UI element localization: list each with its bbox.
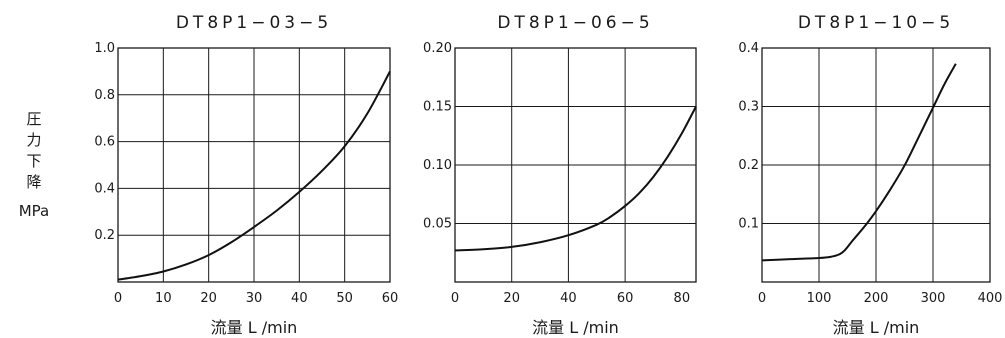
chart-dt8p1-10-5: DT8P1−10−5 0 100 200 300 400 0.1 0.2 0.3 0.4 流量 L …	[738, 13, 1002, 337]
y-tick-label: 0.15	[423, 100, 452, 115]
x-tick-label: 10	[155, 291, 172, 306]
plot-frame	[761, 47, 991, 283]
y-tick-label: 0.2	[738, 158, 759, 173]
x-tick-label: 400	[978, 291, 1003, 306]
ylabel-char: 力	[26, 131, 41, 149]
y-axis-label: 圧 力 下 降 MPa	[19, 110, 50, 220]
y-tick-label: 0.8	[94, 88, 115, 103]
x-tick-label: 40	[560, 291, 577, 306]
x-axis-label: 流量 L /min	[211, 318, 298, 337]
plot-frame	[117, 47, 391, 283]
x-tick-label: 0	[451, 291, 459, 306]
y-tick-label: 0.4	[94, 181, 115, 196]
ylabel-char: 下	[26, 152, 41, 170]
x-tick-label: 50	[336, 291, 353, 306]
x-tick-label: 40	[291, 291, 308, 306]
x-tick-label: 200	[864, 291, 889, 306]
x-tick-label: 100	[807, 291, 832, 306]
ylabel-char: 降	[26, 173, 41, 191]
x-tick-label: 20	[503, 291, 520, 306]
y-tick-label: 0.6	[94, 135, 115, 150]
y-tick-label: 0.2	[94, 228, 115, 243]
x-tick-label: 0	[758, 291, 766, 306]
x-tick-label: 0	[114, 291, 122, 306]
chart-title: DT8P1−06−5	[497, 13, 653, 33]
x-tick-label: 60	[617, 291, 634, 306]
y-tick-label: 0.4	[738, 41, 759, 56]
x-tick-label: 30	[246, 291, 263, 306]
pressure-drop-curve	[117, 70, 391, 281]
x-tick-label: 20	[200, 291, 217, 306]
x-axis-label: 流量 L /min	[532, 318, 619, 337]
pressure-drop-curve	[761, 63, 957, 262]
chart-title: DT8P1−03−5	[176, 13, 332, 33]
ylabel-unit: MPa	[19, 202, 50, 220]
y-tick-label: 0.20	[423, 41, 452, 56]
y-tick-label: 0.1	[738, 217, 759, 232]
x-tick-label: 80	[674, 291, 691, 306]
y-tick-label: 0.10	[423, 158, 452, 173]
chart-dt8p1-06-5: DT8P1−06−5 0 20 40 60 80 0.05 0.10 0.15 0.20 流量 L …	[423, 13, 697, 337]
y-tick-label: 0.05	[423, 217, 452, 232]
pressure-drop-curve	[454, 106, 697, 252]
x-tick-label: 300	[921, 291, 946, 306]
y-tick-label: 1.0	[94, 41, 115, 56]
x-tick-label: 60	[382, 291, 399, 306]
plot-frame	[454, 47, 697, 283]
chart-title: DT8P1−10−5	[798, 13, 954, 33]
chart-dt8p1-03-5: DT8P1−03−5 0 10 20 30 40 50 60 0.2 0.4 0.6 0.8 1.0 流量…	[94, 13, 398, 337]
x-axis-label: 流量 L /min	[833, 318, 920, 337]
ylabel-char: 圧	[26, 110, 41, 128]
y-tick-label: 0.3	[738, 100, 759, 115]
